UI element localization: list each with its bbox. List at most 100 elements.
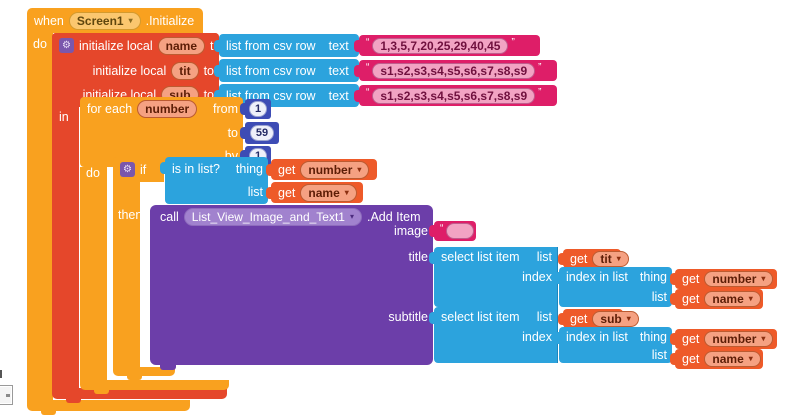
string-block-titles[interactable]: “ s1,s2,s3,s4,s5,s6,s7,s8,s9 ”	[354, 60, 557, 81]
select-list-item-subtitle-block[interactable]: select list item list index	[429, 307, 558, 363]
get-name-dropdown[interactable]: name ▾	[300, 183, 357, 202]
var-number: number	[308, 162, 353, 177]
string-block-subtitles[interactable]: “ s1,s2,s3,s4,s5,s6,s7,s8,s9 ”	[354, 85, 557, 106]
is-in-list-block[interactable]: is in list? thing list	[160, 157, 268, 204]
if-label: if	[140, 162, 147, 177]
init-in-label: in	[59, 110, 69, 124]
open-quote: “	[366, 37, 370, 48]
for-each-header-row: for each number from	[80, 97, 243, 121]
index-row: index	[434, 267, 557, 287]
string-value[interactable]: s1,s2,s3,s4,s5,s6,s7,s8,s9	[372, 87, 536, 104]
get-name-block[interactable]: get name ▾	[670, 289, 763, 309]
get-number-block[interactable]: get number ▾	[670, 269, 777, 289]
local-var-name[interactable]: name	[157, 36, 206, 55]
call-block-bottom-tab	[160, 364, 176, 370]
init-row-tit: initialize local tit to	[52, 58, 219, 83]
select-row: select list item list	[434, 307, 557, 327]
number-block-from[interactable]: 1	[240, 99, 271, 119]
to-label: to	[203, 88, 214, 102]
dropdown-icon: ▾	[616, 253, 621, 263]
var-name: name	[308, 185, 340, 200]
mutator-gear-icon[interactable]: ⚙	[59, 38, 74, 53]
get-name-block[interactable]: get name ▾	[670, 349, 763, 369]
index-param: index	[522, 270, 552, 284]
if-mutator-gear-icon[interactable]: ⚙	[120, 162, 135, 177]
number-value[interactable]: 1	[248, 101, 268, 117]
close-quote: ”	[477, 223, 481, 234]
clipped-ui-fragment	[0, 370, 2, 378]
open-quote: “	[366, 87, 370, 98]
string-value-empty[interactable]	[446, 223, 475, 239]
list-param: list	[247, 185, 263, 199]
get-name-dropdown[interactable]: name ▾	[704, 291, 761, 307]
get-label: get	[682, 332, 700, 346]
call-additem-block[interactable]	[150, 205, 433, 365]
for-each-label: for each	[87, 102, 133, 116]
for-each-left-spine	[80, 167, 107, 380]
when-block-bottom	[27, 400, 190, 415]
get-label: get	[570, 251, 588, 266]
empty-string-block[interactable]: “ ”	[429, 221, 481, 241]
csv-row-block-1[interactable]: list from csv row text	[214, 34, 359, 57]
number-block-to[interactable]: 59	[240, 122, 279, 144]
number-value[interactable]: 59	[249, 125, 275, 141]
call-label: call	[160, 210, 179, 224]
index-in-list-label: index in list	[566, 329, 628, 344]
get-label: get	[682, 272, 700, 286]
csv-text-param: text	[328, 88, 349, 103]
close-quote: ”	[538, 62, 542, 73]
when-keyword: when	[34, 13, 64, 28]
csv-row-block-2[interactable]: list from csv row text	[214, 59, 359, 82]
get-tit-block[interactable]: get tit ▾	[558, 249, 629, 268]
dropdown-icon: ▾	[626, 313, 631, 323]
list-param: list	[651, 347, 667, 362]
loop-var-number[interactable]: number	[137, 100, 198, 118]
index-in-list-row-list: list	[559, 287, 672, 307]
index-in-list-title-block[interactable]: index in list thing list	[554, 267, 672, 307]
if-block[interactable]: ⚙ if	[113, 157, 164, 182]
get-label: get	[682, 292, 700, 306]
title-param-label: title	[408, 250, 428, 264]
get-number-block[interactable]: get number ▾	[670, 329, 777, 349]
thing-param: thing	[235, 161, 263, 176]
string-block-numbers[interactable]: “ 1,3,5,7,20,25,29,40,45 ”	[354, 35, 540, 56]
get-name-block[interactable]: get name ▾	[266, 182, 363, 203]
get-number-block[interactable]: get number ▾	[266, 159, 377, 180]
thing-param: thing	[639, 270, 667, 284]
var-number: number	[712, 332, 757, 346]
string-value[interactable]: s1,s2,s3,s4,s5,s6,s7,s8,s9	[372, 62, 536, 79]
index-in-list-row-thing: index in list thing	[559, 327, 672, 346]
for-each-to-row: to	[80, 121, 243, 145]
list-param: list	[536, 310, 552, 324]
get-sub-dropdown[interactable]: sub ▾	[592, 310, 639, 327]
get-number-dropdown[interactable]: number ▾	[704, 331, 774, 347]
local-var-tit[interactable]: tit	[171, 61, 199, 80]
init-row-name: ⚙ initialize local name to	[52, 33, 220, 58]
component-dropdown[interactable]: List_View_Image_and_Text1 ▾	[183, 208, 362, 226]
call-header-row: call List_View_Image_and_Text1 ▾ .Add It…	[150, 205, 433, 229]
var-tit: tit	[600, 251, 612, 266]
get-number-dropdown[interactable]: number ▾	[300, 160, 370, 179]
is-in-list-label: is in list?	[172, 161, 220, 176]
get-label: get	[570, 311, 588, 326]
thing-param: thing	[639, 329, 667, 344]
subtitle-param-label: subtitle	[388, 310, 428, 324]
get-name-dropdown[interactable]: name ▾	[704, 351, 761, 367]
select-label: select list item	[441, 250, 520, 264]
screen1-dropdown[interactable]: Screen1 ▾	[68, 11, 141, 30]
open-quote: “	[440, 223, 444, 234]
select-list-item-title-block[interactable]: select list item list index	[429, 247, 558, 307]
component-name: List_View_Image_and_Text1	[191, 210, 345, 224]
image-param-label: image	[393, 224, 428, 238]
var-sub: sub	[600, 311, 622, 326]
get-number-dropdown[interactable]: number ▾	[704, 271, 774, 287]
select-row: select list item list	[434, 247, 557, 267]
when-screen1-initialize-block[interactable]: when Screen1 ▾ .Initialize	[27, 8, 203, 33]
dropdown-icon: ▾	[748, 354, 753, 363]
get-sub-block[interactable]: get sub ▾	[558, 309, 639, 328]
clipped-button-glyph	[6, 394, 10, 397]
var-name: name	[712, 352, 744, 366]
string-value[interactable]: 1,3,5,7,20,25,29,40,45	[372, 37, 509, 54]
get-tit-dropdown[interactable]: tit ▾	[592, 250, 629, 267]
index-in-list-subtitle-block[interactable]: index in list thing list	[554, 327, 672, 363]
